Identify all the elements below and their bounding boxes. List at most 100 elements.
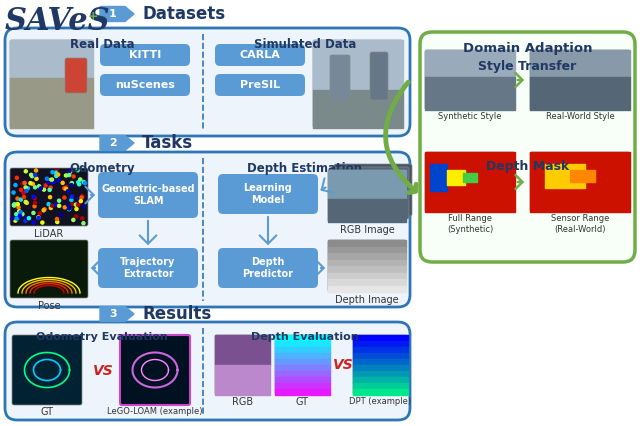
Point — [52, 219, 62, 225]
FancyBboxPatch shape — [353, 335, 408, 395]
Point — [40, 182, 51, 189]
Text: Full Range
(Synthetic): Full Range (Synthetic) — [447, 214, 493, 234]
Point — [13, 204, 24, 211]
Point — [29, 203, 40, 210]
Point — [30, 172, 40, 178]
Text: Datasets: Datasets — [142, 5, 225, 23]
Text: LeGO-LOAM (example): LeGO-LOAM (example) — [108, 407, 203, 416]
Point — [68, 173, 79, 180]
Point — [56, 212, 66, 219]
FancyBboxPatch shape — [530, 152, 630, 212]
Point — [45, 194, 55, 201]
Text: LiDAR: LiDAR — [35, 229, 63, 239]
Point — [51, 201, 61, 208]
Point — [77, 193, 87, 200]
Point — [51, 167, 61, 174]
Text: CARLA: CARLA — [239, 50, 280, 60]
Text: Domain Adaption: Domain Adaption — [463, 42, 592, 55]
Point — [16, 187, 26, 193]
Text: 2: 2 — [109, 138, 117, 148]
Text: Depth Estimation: Depth Estimation — [247, 162, 362, 175]
Point — [68, 216, 79, 223]
Point — [74, 196, 84, 202]
Point — [33, 214, 44, 221]
Point — [21, 187, 31, 194]
FancyBboxPatch shape — [275, 335, 330, 395]
Point — [64, 172, 74, 178]
Point — [60, 204, 70, 211]
FancyBboxPatch shape — [5, 28, 410, 136]
Point — [22, 185, 33, 192]
Text: Style Transfer: Style Transfer — [478, 60, 577, 73]
Point — [9, 202, 19, 209]
FancyBboxPatch shape — [331, 167, 409, 219]
FancyBboxPatch shape — [5, 152, 410, 307]
Point — [61, 184, 71, 190]
Point — [71, 201, 81, 208]
Point — [15, 213, 25, 219]
Point — [14, 208, 24, 215]
Point — [9, 201, 19, 208]
Point — [54, 197, 64, 204]
FancyBboxPatch shape — [120, 335, 190, 405]
Text: RGB: RGB — [232, 397, 253, 407]
Text: 1: 1 — [109, 9, 117, 19]
Text: DPT (example): DPT (example) — [349, 397, 412, 406]
Point — [31, 176, 42, 182]
Point — [52, 216, 62, 222]
FancyBboxPatch shape — [215, 74, 305, 96]
FancyBboxPatch shape — [98, 248, 198, 288]
Point — [45, 204, 56, 211]
Point — [64, 205, 74, 212]
Point — [59, 185, 69, 192]
FancyBboxPatch shape — [328, 170, 406, 222]
Text: VS: VS — [333, 358, 353, 372]
Text: Tasks: Tasks — [142, 134, 193, 152]
Text: RGB Image: RGB Image — [340, 225, 394, 235]
Point — [54, 202, 64, 209]
Point — [53, 171, 63, 178]
Point — [10, 181, 20, 188]
Point — [45, 184, 56, 191]
Text: Geometric-based
SLAM: Geometric-based SLAM — [101, 184, 195, 206]
Point — [16, 196, 26, 203]
Point — [13, 201, 23, 207]
FancyBboxPatch shape — [334, 164, 412, 216]
Text: Depth Evaluation: Depth Evaluation — [251, 332, 358, 342]
Point — [75, 176, 85, 183]
Text: Sensor Range
(Real-World): Sensor Range (Real-World) — [551, 214, 609, 234]
Text: Depth Image: Depth Image — [335, 295, 399, 305]
Point — [67, 193, 77, 200]
FancyArrow shape — [100, 6, 134, 21]
Point — [36, 185, 46, 192]
Point — [61, 185, 71, 192]
Point — [7, 215, 17, 222]
Point — [72, 206, 82, 213]
Point — [67, 196, 77, 203]
Text: Depth Mask: Depth Mask — [486, 160, 569, 173]
Text: KITTI: KITTI — [129, 50, 161, 60]
Point — [77, 215, 88, 222]
Point — [19, 179, 29, 186]
FancyBboxPatch shape — [10, 40, 93, 128]
FancyBboxPatch shape — [425, 152, 515, 212]
Point — [44, 179, 54, 186]
FancyBboxPatch shape — [425, 50, 515, 110]
FancyBboxPatch shape — [5, 322, 410, 420]
Point — [38, 207, 49, 214]
Point — [76, 198, 86, 204]
FancyBboxPatch shape — [313, 40, 403, 128]
Point — [28, 210, 38, 216]
Point — [65, 169, 76, 176]
Point — [73, 201, 83, 208]
Text: GT: GT — [296, 397, 309, 407]
Point — [40, 206, 50, 213]
Point — [30, 184, 40, 191]
Point — [12, 215, 22, 222]
Text: Pose: Pose — [38, 301, 60, 311]
Point — [47, 176, 57, 183]
FancyBboxPatch shape — [420, 32, 635, 262]
FancyArrow shape — [100, 135, 134, 150]
FancyBboxPatch shape — [218, 174, 318, 214]
Text: Real Data: Real Data — [70, 38, 134, 51]
